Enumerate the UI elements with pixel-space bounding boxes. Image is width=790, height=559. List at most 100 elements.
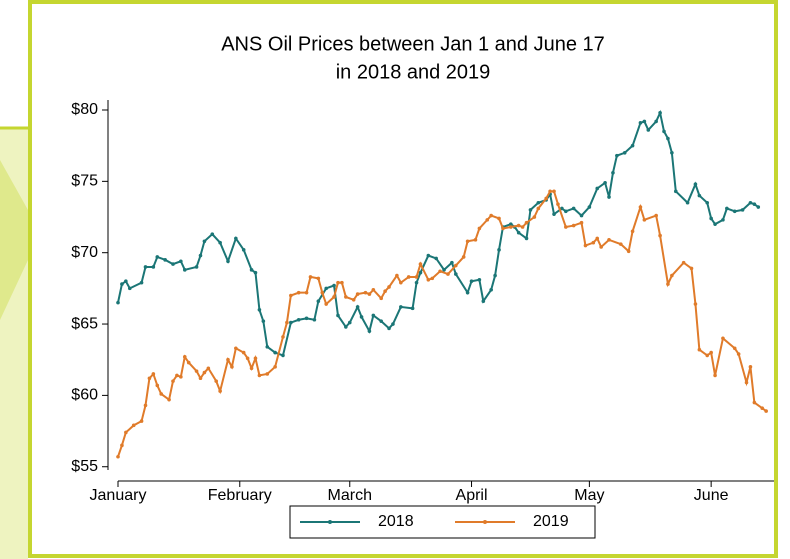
point	[194, 369, 199, 373]
point	[465, 290, 470, 295]
point	[454, 263, 458, 268]
point	[179, 375, 183, 379]
point	[234, 236, 238, 241]
x-tick-label: February	[208, 487, 272, 504]
point	[226, 357, 230, 362]
point	[387, 285, 391, 289]
point	[638, 121, 643, 125]
point	[379, 319, 383, 323]
point	[670, 273, 674, 278]
point	[713, 222, 717, 226]
point	[685, 200, 690, 205]
point	[520, 225, 525, 229]
point	[367, 292, 372, 296]
point	[442, 268, 446, 272]
point	[371, 313, 376, 318]
point	[465, 239, 470, 244]
point	[351, 297, 356, 302]
point	[489, 213, 493, 218]
point	[446, 272, 450, 276]
point	[418, 262, 423, 266]
point	[481, 299, 486, 304]
point	[654, 119, 658, 124]
point	[556, 202, 560, 206]
point	[536, 206, 541, 211]
point	[748, 365, 753, 369]
point	[391, 322, 395, 326]
point	[179, 259, 183, 264]
point	[355, 305, 360, 309]
y-tick-label: $70	[71, 244, 98, 261]
point	[257, 307, 262, 312]
point	[477, 226, 482, 231]
point	[705, 353, 710, 358]
point	[399, 280, 403, 285]
point	[147, 376, 152, 381]
point	[210, 232, 215, 236]
point	[332, 283, 336, 288]
point	[603, 180, 607, 185]
point	[571, 223, 576, 228]
point	[265, 345, 270, 349]
point	[595, 186, 600, 191]
point	[485, 218, 490, 222]
point	[218, 240, 222, 245]
point	[273, 365, 277, 369]
point	[289, 320, 293, 325]
point	[163, 258, 167, 262]
point	[611, 170, 615, 175]
point	[564, 209, 568, 214]
point	[748, 200, 753, 205]
point	[732, 346, 737, 351]
point	[120, 443, 124, 448]
legend-label: 2018	[378, 513, 414, 530]
point	[626, 249, 631, 254]
point	[304, 290, 309, 295]
point	[524, 236, 529, 241]
point	[709, 350, 713, 355]
point	[285, 320, 289, 325]
point	[528, 208, 533, 212]
x-tick-label: March	[328, 487, 372, 504]
point	[241, 350, 246, 355]
point	[697, 347, 702, 352]
point	[218, 389, 222, 393]
point	[202, 239, 207, 244]
point	[516, 230, 521, 235]
point	[143, 265, 148, 269]
point	[744, 380, 749, 385]
point	[666, 136, 670, 141]
point	[654, 213, 658, 218]
y-tick-label: $55	[71, 458, 98, 475]
point	[131, 423, 136, 428]
point	[214, 379, 219, 383]
point	[697, 193, 702, 198]
point	[658, 111, 662, 115]
point	[477, 278, 482, 282]
point	[379, 296, 383, 301]
point	[344, 295, 348, 299]
point	[673, 189, 678, 194]
point	[399, 305, 403, 309]
point	[681, 260, 686, 265]
point	[760, 406, 765, 411]
point	[493, 273, 497, 278]
point	[320, 290, 325, 295]
point	[642, 119, 647, 124]
x-tick-label: June	[694, 487, 729, 504]
frame	[28, 0, 778, 558]
point	[249, 366, 254, 371]
point	[336, 280, 340, 285]
point	[638, 205, 643, 209]
point	[116, 300, 120, 305]
point	[116, 454, 120, 459]
point	[587, 205, 592, 209]
point	[583, 243, 588, 248]
point	[740, 208, 745, 212]
point	[159, 392, 164, 396]
point	[469, 279, 474, 284]
point	[497, 248, 501, 252]
point	[347, 320, 352, 325]
point	[438, 269, 442, 274]
point	[619, 242, 623, 246]
